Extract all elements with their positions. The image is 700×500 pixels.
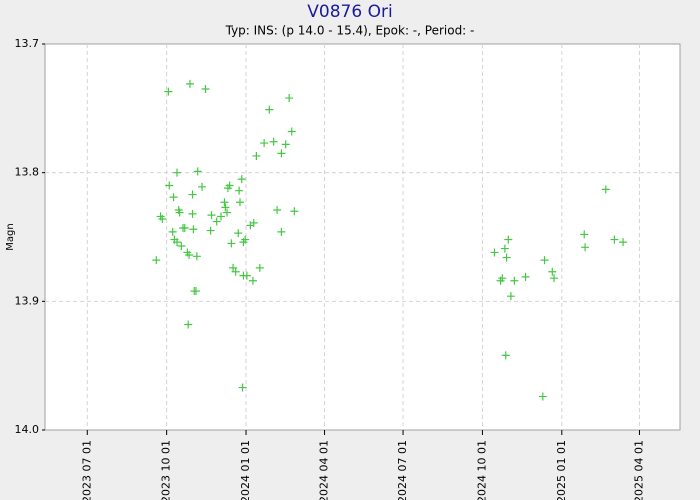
data-point (252, 151, 261, 160)
plot-area (44, 43, 681, 431)
data-point (610, 235, 619, 244)
data-point (510, 276, 519, 285)
data-point (548, 267, 557, 276)
x-tick-label: 2023 10 01 (160, 440, 173, 500)
x-tick-label: 2024 07 01 (396, 440, 409, 500)
data-point (248, 276, 257, 285)
x-tick-label: 2025 01 01 (555, 440, 568, 500)
data-point (241, 235, 250, 244)
data-point (502, 253, 511, 262)
data-point (500, 244, 509, 253)
y-tick-label: 14.0 (15, 423, 40, 436)
data-point (550, 274, 559, 283)
data-point (287, 127, 296, 136)
data-point (234, 229, 243, 238)
data-point (619, 238, 628, 247)
data-point (601, 185, 610, 194)
data-point (184, 320, 193, 329)
x-tick-label: 2024 10 01 (475, 440, 488, 500)
data-point (185, 251, 194, 260)
data-point (504, 235, 513, 244)
data-point (221, 203, 230, 212)
data-point (206, 226, 215, 235)
data-point (235, 186, 244, 195)
data-point (158, 214, 167, 223)
data-point (538, 392, 547, 401)
data-point (217, 212, 226, 221)
data-point (235, 198, 244, 207)
data-point (168, 227, 177, 236)
x-tick-label: 2024 01 01 (239, 440, 252, 500)
data-point (238, 383, 247, 392)
data-point (164, 87, 173, 96)
y-tick-label: 13.9 (15, 294, 40, 307)
x-tick-label: 2024 04 01 (318, 440, 331, 500)
data-point (180, 223, 189, 232)
data-point (498, 274, 507, 283)
data-point (285, 94, 294, 103)
data-point (201, 85, 210, 94)
data-point (225, 181, 234, 190)
data-point (231, 267, 240, 276)
data-point (173, 168, 182, 177)
chart-title: V0876 Ori (307, 2, 392, 22)
data-point (249, 218, 258, 227)
data-point (540, 256, 549, 265)
x-tick-label: 2023 07 01 (80, 440, 93, 500)
data-point (265, 105, 274, 114)
y-axis-label: Magn (5, 223, 16, 250)
data-point (269, 137, 278, 146)
data-point (223, 208, 232, 217)
data-point (220, 198, 229, 207)
data-point (175, 208, 184, 217)
chart-subtitle: Typ: INS: (p 14.0 - 15.4), Epok: -, Peri… (225, 24, 475, 38)
data-point (273, 205, 282, 214)
data-point (581, 243, 590, 252)
data-point (501, 351, 510, 360)
data-point (207, 211, 216, 220)
data-point (277, 149, 286, 158)
y-tick-label: 13.7 (15, 37, 40, 50)
data-point (177, 242, 186, 251)
data-point (290, 207, 299, 216)
y-tick-label: 13.8 (15, 166, 40, 179)
data-point (198, 182, 207, 191)
data-point (227, 239, 236, 248)
data-point (165, 181, 174, 190)
data-point (277, 227, 286, 236)
data-point (580, 230, 589, 239)
data-point (212, 217, 221, 226)
data-point (490, 248, 499, 257)
data-point (189, 225, 198, 234)
data-point (260, 139, 269, 148)
data-point (237, 175, 246, 184)
data-point (173, 238, 182, 247)
data-point (169, 193, 178, 202)
data-point (521, 272, 530, 281)
x-tick-label: 2025 04 01 (632, 440, 645, 500)
data-point (506, 292, 515, 301)
data-point (188, 209, 197, 218)
data-point (191, 287, 200, 296)
data-point (192, 252, 201, 261)
data-point (193, 167, 202, 176)
data-point (239, 271, 248, 280)
data-point (185, 79, 194, 88)
data-point (255, 263, 264, 272)
data-point (152, 256, 161, 265)
data-point (188, 190, 197, 199)
data-point (281, 140, 290, 149)
